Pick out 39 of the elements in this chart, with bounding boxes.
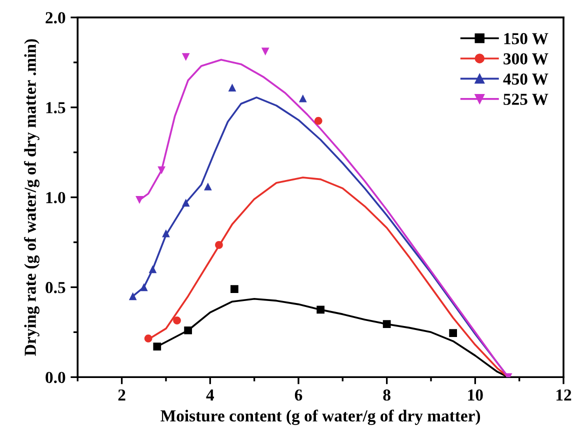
y-tick-label: 1.5: [46, 102, 66, 114]
y-tick-label: 0.5: [46, 282, 66, 294]
x-axis-title: Moisture content (g of water/g of dry matter): [160, 410, 480, 426]
point: [184, 326, 192, 334]
point: [182, 53, 190, 61]
y-axis-title: Drying rate (g of water/g of dry matter .min): [24, 39, 40, 356]
point: [449, 329, 457, 338]
y-tick-label: 1.0: [46, 192, 66, 204]
point: [298, 94, 307, 102]
point: [128, 292, 137, 300]
point: [204, 182, 212, 190]
point: [158, 166, 166, 174]
point: [182, 198, 190, 207]
point: [153, 342, 162, 350]
x-tick-label: 12: [556, 389, 572, 401]
point: [316, 306, 324, 314]
point: [140, 283, 148, 292]
point: [314, 116, 322, 125]
x-tick-label: 2: [118, 389, 126, 401]
y-tick-label: 0.0: [46, 372, 66, 384]
x-tick-label: 4: [206, 390, 214, 401]
legend-label: 150 W: [504, 33, 548, 44]
legend-label: 525 W: [504, 94, 548, 106]
point: [136, 196, 144, 204]
x-tick-label: 10: [468, 389, 483, 401]
legend-label: 450 W: [503, 73, 548, 85]
point: [215, 241, 223, 249]
x-tick-label: 6: [294, 389, 302, 401]
point: [382, 320, 391, 328]
point: [148, 265, 157, 274]
y-tick-label: 2.0: [46, 12, 66, 24]
point: [173, 316, 181, 324]
x-tick-label: 8: [383, 389, 390, 401]
point: [261, 48, 270, 56]
point: [228, 84, 236, 92]
legend-label: 300 W: [504, 53, 548, 65]
point: [144, 334, 152, 342]
point: [162, 229, 170, 238]
point: [230, 285, 238, 293]
